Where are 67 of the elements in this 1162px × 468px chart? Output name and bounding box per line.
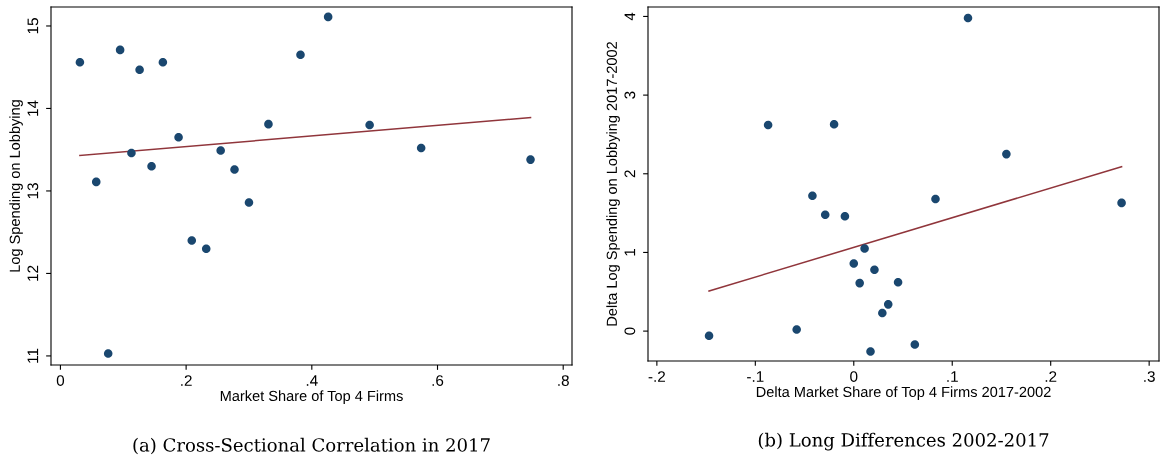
y-tick-label: 0 (624, 327, 636, 335)
point (1002, 149, 1011, 159)
point (75, 57, 85, 67)
y-tick-label: 14 (27, 100, 39, 116)
x-tick-label: .8 (558, 375, 569, 386)
point (870, 265, 879, 275)
point (91, 177, 101, 187)
point (849, 259, 859, 268)
y-tick-label: 4 (624, 12, 636, 21)
x-axis-title: Market Share of Top 4 Firms (220, 390, 403, 404)
text: (b) Long Differences 2002-2017 (758, 432, 1049, 451)
point (187, 236, 197, 245)
x-tick-label: 0 (56, 375, 65, 386)
point (115, 45, 125, 55)
point (704, 331, 714, 341)
point (127, 148, 136, 158)
x-tick-label: .6 (432, 375, 444, 386)
x-tick-label: .2 (181, 375, 192, 386)
point (855, 278, 864, 288)
x-tick-label: -.2 (648, 371, 666, 382)
point (792, 325, 801, 334)
point (931, 194, 940, 204)
y-tick-label: 11 (27, 348, 39, 363)
point (883, 300, 893, 309)
x-axis-title: Delta Market Share of Top 4 Firms 2017-2002 (756, 386, 1051, 400)
point (820, 210, 830, 219)
point (808, 191, 817, 201)
y-tick-label: 13 (27, 183, 39, 199)
x-tick-label: .4 (306, 375, 318, 386)
x-tick-label: 0 (850, 371, 858, 382)
point (416, 143, 426, 153)
point (296, 50, 305, 60)
y-axis-title: Delta Log Spending on Lobbying 2017-2002 (606, 42, 620, 326)
x-tick-label: .3 (1144, 371, 1155, 382)
point (829, 119, 839, 129)
x-tick-label: .2 (1045, 371, 1057, 382)
point (216, 146, 225, 155)
point (910, 340, 920, 349)
point (158, 57, 168, 67)
text: (a) Cross-Sectional Correlation in 2017 (133, 437, 490, 455)
point (201, 244, 211, 253)
point (230, 165, 239, 174)
point (840, 211, 850, 221)
y-tick-label: 2 (624, 170, 636, 178)
y-tick-label: 1 (624, 248, 636, 256)
point (878, 308, 887, 318)
point (763, 120, 773, 130)
y-axis-title: Log Spending on Lobbying (9, 100, 23, 272)
point (963, 13, 973, 23)
point (1117, 198, 1126, 208)
x-tick-label: -.1 (747, 371, 764, 382)
point (147, 161, 156, 171)
point (323, 12, 333, 22)
y-tick-label: 3 (624, 91, 636, 99)
point (860, 244, 869, 253)
point (893, 278, 903, 287)
y-tick-label: 15 (27, 18, 39, 34)
x-tick-label: .1 (947, 371, 958, 382)
point (103, 349, 113, 358)
point (264, 119, 273, 129)
point (135, 65, 144, 74)
point (244, 198, 254, 207)
point (866, 347, 875, 356)
y-tick-label: 12 (27, 265, 39, 281)
point (365, 120, 374, 130)
point (526, 155, 535, 164)
point (174, 133, 183, 142)
